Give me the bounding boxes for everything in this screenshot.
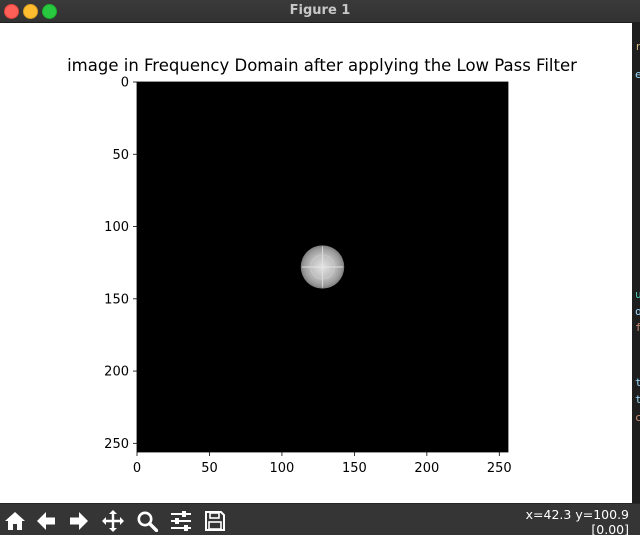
x-tick-label: 100 [270,461,295,476]
pan-button[interactable] [98,508,128,534]
y-tick-label: 0 [121,76,129,91]
editor-code-fragment: f [635,321,640,334]
minimize-window-button[interactable] [23,4,38,19]
low-pass-region-ring [310,254,335,280]
editor-code-fragment: u [635,288,640,301]
editor-code-fragment: e [635,68,640,81]
maximize-window-button[interactable] [42,4,57,19]
x-tick-label: 50 [201,461,218,476]
forward-button[interactable] [64,508,94,534]
arrow-left-icon [37,512,55,530]
y-tick-label: 50 [112,148,129,163]
plot-svg[interactable]: 0 50 100 150 200 250 0 50 100 150 200 250 [0,23,640,503]
x-tick-label: 250 [487,461,512,476]
plot-title: image in Frequency Domain after applying… [67,56,577,75]
floppy-disk-icon [205,511,225,531]
back-button[interactable] [31,508,61,534]
editor-code-fragment: r [635,40,640,53]
save-button[interactable] [200,508,230,534]
editor-code-fragment: o [635,305,640,318]
cursor-coordinates-xy: x=42.3 y=100.9 [525,507,629,522]
y-tick-label: 250 [104,437,129,452]
navigation-toolbar: x=42.3 y=100.9 [0.00] [0,503,640,535]
zoom-button[interactable] [132,508,162,534]
cursor-coordinates-readout: x=42.3 y=100.9 [0.00] [526,507,629,535]
home-icon [5,512,25,530]
configure-subplots-button[interactable] [166,508,196,534]
cursor-pixel-value: [0.00] [591,522,629,535]
y-tick-label: 200 [104,365,129,380]
x-tick-label: 0 [133,461,141,476]
close-window-button[interactable] [4,4,19,19]
editor-code-fragment: c [635,411,640,424]
magnifier-icon [137,511,158,532]
axes-frame [136,81,509,453]
y-tick-label: 100 [104,220,129,235]
y-tick-label: 150 [104,292,129,307]
figure-canvas[interactable]: image in Frequency Domain after applying… [0,23,640,503]
x-tick-label: 200 [414,461,439,476]
title-bar[interactable]: Figure 1 [0,0,640,23]
window-title: Figure 1 [289,3,351,18]
arrow-right-icon [70,512,88,530]
sliders-icon [171,511,191,531]
editor-code-fragment: t [635,393,640,406]
home-button[interactable] [0,508,30,534]
editor-code-fragment: t [635,376,640,389]
move-icon [102,510,124,532]
x-tick-label: 150 [342,461,367,476]
